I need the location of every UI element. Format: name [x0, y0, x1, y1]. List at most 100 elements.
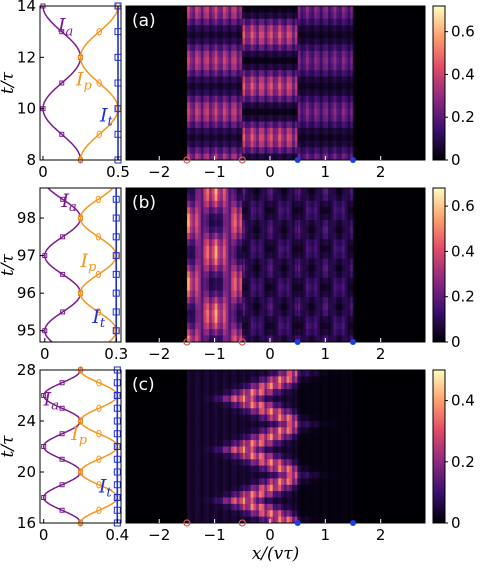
heatmap-cell: [203, 329, 207, 336]
marker-open: [183, 519, 191, 527]
heatmap-cell: [209, 83, 213, 90]
heatmap-cell: [272, 335, 276, 343]
heatmap-cell: [283, 239, 287, 246]
heatmap-cell: [311, 459, 315, 466]
heatmap-cell: [297, 452, 301, 460]
heatmap-cell: [267, 188, 271, 195]
heatmap-cell: [350, 134, 354, 141]
heatmap-cell: [200, 440, 204, 447]
heatmap-cell: [328, 309, 332, 317]
heatmap-cell: [283, 38, 287, 45]
heatmap-cell: [198, 271, 202, 279]
heatmap-cell: [339, 31, 343, 39]
heatmap-cell: [261, 95, 265, 103]
heatmap-cell: [211, 309, 215, 317]
heatmap-cell: [303, 472, 307, 479]
series-marker-I_t: [112, 214, 120, 222]
heatmap-cell: [209, 472, 213, 479]
heatmap-cell: [306, 153, 310, 161]
heatmap-cell: [306, 382, 310, 390]
heatmap-cell: [339, 503, 343, 511]
heatmap-cell: [211, 121, 215, 129]
heatmap-cell: [330, 382, 334, 390]
heatmap-cell: [264, 408, 268, 415]
heatmap-cell: [347, 271, 351, 279]
heatmap-cell: [314, 220, 318, 227]
heatmap-cell: [234, 433, 238, 441]
heatmap-cell: [250, 220, 254, 227]
heatmap-cell: [247, 200, 251, 208]
heatmap-cell: [214, 271, 218, 279]
heatmap-cell: [314, 239, 318, 246]
heatmap-cell: [256, 271, 260, 279]
heatmap-cell: [303, 484, 307, 492]
heatmap-cell: [267, 297, 271, 304]
heatmap-cell: [275, 207, 279, 214]
heatmap-cell: [258, 76, 262, 84]
heatmap-cell: [200, 153, 204, 161]
heatmap-cell: [189, 153, 193, 161]
heatmap-cell: [258, 459, 262, 466]
heatmap-cell: [292, 258, 296, 266]
heatmap-cell: [195, 503, 199, 511]
heatmap-cell: [308, 265, 312, 272]
heatmap-cell: [261, 322, 265, 330]
heatmap-cell: [247, 12, 251, 20]
heatmap-cell: [198, 395, 202, 403]
heatmap-cell: [231, 127, 235, 135]
heatmap-cell: [228, 194, 232, 202]
heatmap-cell: [303, 57, 307, 64]
heatmap-cell: [336, 95, 340, 103]
heatmap-cell: [250, 459, 254, 466]
heatmap-cell: [192, 395, 196, 403]
heatmap-cell: [189, 63, 193, 71]
heatmap-cell: [198, 121, 202, 129]
heatmap-cell: [264, 478, 268, 486]
series-marker-I_a: [60, 234, 66, 240]
heatmap-cell: [186, 127, 190, 135]
heatmap-cell: [289, 329, 293, 336]
heatmap-cell: [275, 408, 279, 415]
heatmap-cell: [350, 232, 354, 240]
heatmap-cell: [294, 491, 298, 498]
heatmap-cell: [220, 194, 224, 202]
heatmap-cell: [322, 245, 326, 253]
heatmap-cell: [270, 76, 274, 84]
heatmap-cell: [330, 427, 334, 435]
heatmap-cell: [198, 329, 202, 336]
heatmap-cell: [325, 220, 329, 227]
heatmap-cell: [308, 194, 312, 202]
heatmap-cell: [253, 335, 257, 343]
heatmap-cell: [300, 510, 304, 517]
heatmap-cell: [239, 452, 243, 460]
heatmap-cell: [347, 265, 351, 272]
heatmap-cell: [286, 83, 290, 90]
heatmap-cell: [228, 134, 232, 141]
heatmap-cell: [297, 284, 301, 291]
heatmap-cell: [192, 57, 196, 64]
heatmap-cell: [325, 239, 329, 246]
heatmap-cell: [292, 309, 296, 317]
heatmap-cell: [347, 491, 351, 498]
heatmap-cell: [256, 427, 260, 435]
heatmap-cell: [200, 226, 204, 234]
heatmap-cell: [317, 277, 321, 285]
heatmap-cell: [325, 472, 329, 479]
heatmap-cell: [261, 459, 265, 466]
heatmap-cell: [198, 83, 202, 90]
heatmap-cell: [322, 194, 326, 202]
heatmap-cell: [286, 153, 290, 161]
heatmap-cell: [228, 213, 232, 221]
heatmap-cell: [306, 232, 310, 240]
heatmap-cell: [314, 50, 318, 58]
heatmap-cell: [195, 245, 199, 253]
heatmap-cell: [228, 44, 232, 52]
heatmap-cell: [317, 18, 321, 26]
heatmap-cell: [300, 44, 304, 52]
heatmap-cell: [311, 25, 315, 32]
heatmap-cell: [339, 452, 343, 460]
heatmap-cell: [236, 18, 240, 26]
heatmap-cell: [303, 297, 307, 304]
heatmap-cell: [314, 76, 318, 84]
heatmap-cell: [236, 491, 240, 498]
